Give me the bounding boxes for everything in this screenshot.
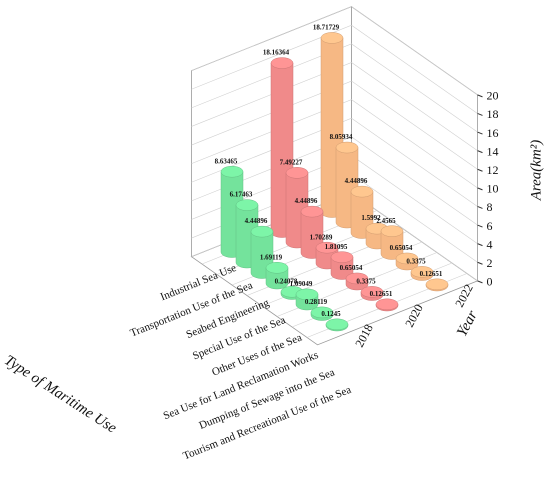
value-label: 0.28119 [305, 298, 328, 306]
value-label: 0.12651 [370, 290, 393, 298]
y-tick [477, 243, 483, 247]
y-tick [477, 112, 483, 116]
value-label: 1.09049 [290, 280, 313, 288]
bar-top [375, 298, 399, 311]
y-axis-title: Area(km²) [528, 140, 544, 202]
grid-line [191, 24, 478, 114]
bar-top [345, 272, 369, 285]
bar-top [315, 241, 339, 254]
value-label: 4.44896 [345, 177, 368, 185]
grid-line [191, 99, 478, 189]
y-tick-label: 14 [487, 144, 499, 158]
value-label: 0.24078 [275, 277, 298, 285]
y-tick-label: 2 [487, 256, 493, 270]
bar-top [395, 252, 419, 265]
value-label: 6.17463 [230, 191, 253, 199]
y-tick-label: 8 [487, 200, 493, 214]
bar-top [220, 165, 244, 178]
bar-top [425, 278, 449, 291]
bar-top [350, 185, 374, 198]
grid-line [191, 117, 478, 207]
y-tick [477, 224, 483, 228]
bar-top [250, 225, 274, 238]
y-tick [477, 205, 483, 209]
value-label: 0.65054 [390, 244, 413, 252]
y-tick-label: 10 [487, 182, 499, 196]
value-label: 0.3375 [406, 257, 426, 265]
grid-line [191, 62, 478, 151]
value-label: 4.44896 [245, 217, 268, 225]
value-label: 0.65054 [340, 264, 363, 272]
y-tick [477, 94, 483, 98]
bar-top [270, 57, 294, 69]
bar-top [235, 199, 259, 211]
x-axis-title: Type of Maritime Use [1, 352, 119, 436]
y-tick [477, 131, 483, 135]
value-label: 0.12651 [420, 270, 443, 278]
value-label: 1.70289 [310, 233, 333, 241]
grid-line [191, 80, 478, 170]
bar-top [410, 266, 434, 278]
grid-line [191, 43, 478, 133]
value-label: 8.05934 [330, 133, 353, 141]
value-label: 8.63465 [215, 157, 238, 165]
value-label: 18.16364 [263, 49, 290, 57]
y-tick [477, 168, 483, 172]
bar-top [300, 205, 324, 218]
y-tick-label: 4 [487, 237, 493, 251]
y-tick [477, 280, 483, 284]
y-tick-label: 16 [487, 126, 499, 140]
bar-top [310, 306, 334, 319]
y-tick [477, 187, 483, 191]
bar-top [295, 288, 319, 301]
bar-top [265, 262, 289, 274]
y-tick-label: 12 [487, 163, 499, 177]
value-label: 18.71729 [313, 24, 340, 32]
bar-top [360, 286, 384, 298]
bar-top [325, 318, 349, 331]
value-label: 0.3375 [356, 277, 376, 285]
y-tick-label: 20 [487, 89, 499, 103]
bar-top [285, 167, 309, 179]
value-label: 4.44896 [295, 197, 318, 205]
value-label: 1.81095 [325, 243, 348, 251]
value-label: 1.69119 [260, 253, 283, 261]
bar-top [330, 251, 354, 263]
grid-line [191, 136, 478, 226]
y-tick-label: 18 [487, 107, 499, 121]
grid-line [191, 6, 478, 96]
y-tick-label: 6 [487, 219, 493, 233]
series-axis-title: Year [454, 308, 481, 339]
y-tick [477, 261, 483, 265]
bar-top [320, 32, 344, 44]
y-tick-label: 0 [487, 275, 493, 289]
value-label: 2.4565 [376, 217, 396, 225]
value-label: 1.5992 [361, 214, 381, 222]
bar [265, 267, 289, 290]
bar-top [335, 141, 359, 154]
y-tick [477, 150, 483, 154]
bar-top [380, 225, 404, 237]
value-label: 0.1245 [321, 310, 341, 318]
value-label: 7.49227 [280, 158, 303, 166]
